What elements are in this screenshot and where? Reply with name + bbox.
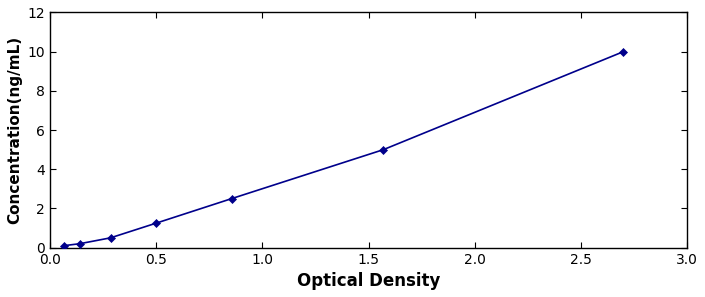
Y-axis label: Concentration(ng/mL): Concentration(ng/mL): [7, 36, 22, 224]
X-axis label: Optical Density: Optical Density: [297, 272, 440, 290]
